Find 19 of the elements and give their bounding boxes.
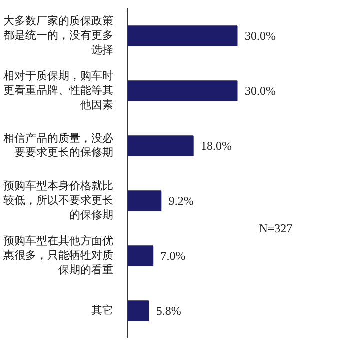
bar	[128, 190, 162, 212]
y-tick-label: 相对于质保期，购车时更看重品牌、性能等其他因素	[4, 70, 114, 112]
y-tick-label: 预购车型在其他方面优惠很多，只能牺牲对质保期的看重	[2, 234, 114, 276]
bar	[128, 300, 150, 322]
data-label: 30.0%	[244, 29, 276, 43]
bar	[128, 26, 238, 46]
text: N=327	[259, 222, 293, 236]
y-tick-label: 大多数厂家的质保政策都是统一的，没有更多选择	[4, 14, 114, 56]
bar	[128, 80, 238, 102]
bar	[128, 136, 194, 156]
y-tick-label: 预购车型本身价格就比较低，所以不要求更长的保修期	[4, 180, 114, 222]
data-label: 18.0%	[201, 139, 232, 153]
bar	[128, 246, 154, 266]
data-label: 30.0%	[244, 84, 276, 98]
data-label: 7.0%	[160, 249, 186, 263]
y-tick-label: 其它	[92, 304, 114, 317]
y-tick-label: 相信产品的质量，没必要要求更长的保修期	[4, 132, 114, 160]
data-label: 9.2%	[168, 194, 194, 208]
data-label: 5.8%	[156, 304, 182, 318]
